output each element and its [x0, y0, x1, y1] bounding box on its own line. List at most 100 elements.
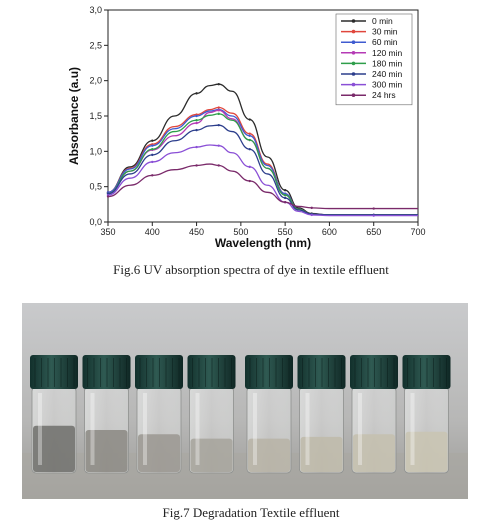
x-tick-label: 500 [233, 227, 248, 237]
vial-cap [82, 355, 131, 389]
vial-liquid [405, 431, 448, 472]
legend-label: 0 min [372, 16, 393, 26]
data-point [217, 112, 220, 116]
data-point [151, 139, 154, 142]
vial-cap [402, 355, 451, 389]
y-axis-label: Absorbance (a.u) [67, 67, 81, 165]
vial-liquid [85, 430, 128, 472]
legend-label: 180 min [372, 58, 403, 68]
vial-cap [245, 355, 293, 389]
data-point [372, 207, 375, 210]
data-point [283, 196, 287, 200]
legend-marker [351, 51, 356, 55]
vial-highlight [410, 393, 415, 465]
series-line [107, 113, 418, 216]
vial [135, 355, 183, 474]
vials-photo [22, 303, 468, 499]
vial-cap [350, 355, 398, 389]
data-point [248, 132, 251, 135]
data-point [151, 160, 154, 164]
vial-highlight [38, 393, 42, 465]
data-point [151, 174, 154, 177]
legend-label: 240 min [372, 69, 403, 79]
vial [297, 355, 346, 474]
vial-highlight [143, 393, 147, 465]
legend-marker [351, 93, 356, 97]
vial [187, 355, 236, 474]
photo-svg [22, 303, 468, 499]
series-line [107, 144, 419, 217]
figure-6-caption: Fig.6 UV absorption spectra of dye in te… [113, 262, 389, 277]
y-tick-label: 1,5 [89, 111, 102, 121]
data-point [248, 179, 251, 183]
data-point [151, 153, 154, 157]
data-point [195, 92, 198, 95]
legend-label: 120 min [372, 48, 403, 58]
data-point [283, 201, 287, 204]
data-point [195, 121, 198, 125]
data-point [310, 206, 313, 210]
data-point [195, 164, 198, 167]
data-point [283, 193, 287, 197]
legend-label: 60 min [372, 37, 398, 47]
data-point [310, 213, 313, 217]
legend-label: 300 min [372, 80, 403, 90]
legend-marker [351, 19, 356, 23]
x-tick-label: 600 [322, 227, 337, 237]
legend-box [335, 13, 413, 106]
x-tick-label: 400 [145, 227, 160, 237]
data-point [283, 189, 287, 192]
y-tick-label: 3,0 [89, 5, 102, 15]
data-point [217, 123, 220, 127]
legend-marker [351, 61, 356, 66]
x-tick-label: 700 [410, 227, 425, 237]
data-point [195, 145, 198, 149]
data-point [248, 134, 251, 137]
legend-label: 24 hrs [372, 90, 396, 100]
y-tick-label: 2,5 [89, 40, 102, 50]
legend-marker [351, 72, 356, 76]
y-tick-label: 2,0 [89, 76, 102, 86]
x-axis-label: Wavelength (nm) [215, 236, 311, 250]
y-tick-label: 1,0 [89, 146, 102, 156]
x-tick-label: 350 [100, 227, 115, 237]
vial-highlight [305, 393, 310, 465]
x-tick-label: 650 [366, 227, 381, 237]
vial-cap [135, 355, 183, 389]
vial-highlight [253, 393, 257, 465]
y-tick-label: 0,0 [89, 217, 102, 227]
legend-marker [351, 29, 356, 34]
data-point [248, 138, 251, 142]
data-point [217, 164, 220, 167]
chart-svg: 350 400 450 500 550 600 650 700 0,0 0,5 1,0 1,5 2,0 2… [67, 5, 426, 250]
vial [245, 355, 293, 474]
data-point [217, 109, 220, 112]
vial-liquid [33, 425, 75, 472]
y-tick-label: 0,5 [89, 182, 102, 192]
data-point [217, 83, 220, 86]
data-point [217, 106, 220, 109]
data-point [248, 118, 251, 121]
legend-marker [351, 82, 356, 87]
vial [402, 355, 451, 474]
data-point [106, 195, 110, 198]
data-point [372, 214, 375, 217]
vial [82, 355, 131, 474]
legend-marker [351, 40, 356, 44]
x-tick-label: 450 [189, 227, 204, 237]
figure-7-caption: Fig.7 Degradation Textile effluent [162, 505, 340, 520]
vial-highlight [90, 393, 95, 465]
data-point [195, 114, 198, 118]
vial-highlight [358, 393, 362, 465]
vial [350, 355, 398, 474]
vial-cap [297, 355, 346, 389]
data-point [248, 148, 251, 151]
legend-label: 30 min [372, 27, 398, 37]
vial-liquid [138, 434, 180, 472]
series-line [107, 124, 418, 216]
vial-highlight [195, 393, 200, 465]
data-point [151, 148, 154, 151]
data-point [248, 165, 251, 169]
vial-cap [187, 355, 236, 389]
uv-spectra-chart: 350 400 450 500 550 600 650 700 0,0 0,5 1,0 1,5 2,0 2… [0, 0, 502, 255]
